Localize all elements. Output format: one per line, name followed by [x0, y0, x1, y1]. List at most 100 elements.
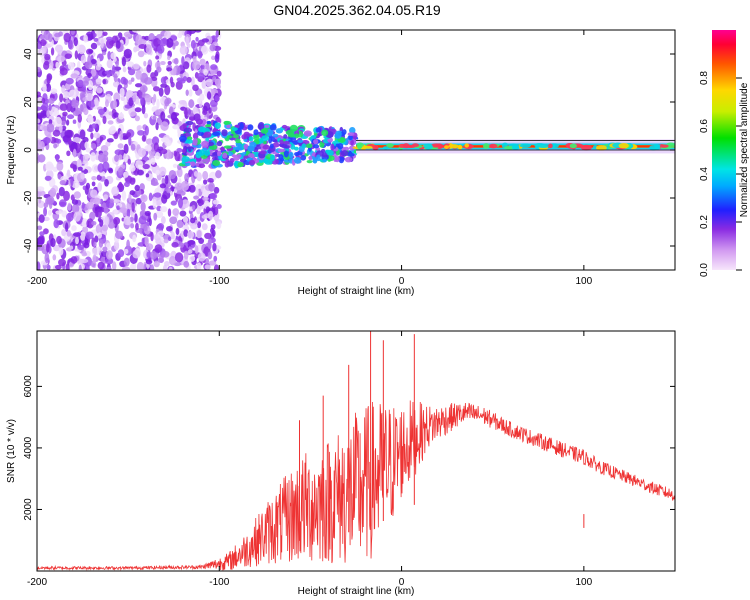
noise-cell: [44, 252, 50, 264]
noise-cell: [121, 266, 131, 270]
noise-cell: [48, 103, 52, 111]
y-tick-label: 2000: [23, 498, 34, 521]
noise-cell: [93, 33, 97, 38]
band-cell: [236, 146, 244, 151]
noise-cell: [195, 36, 199, 42]
noise-cell: [94, 30, 103, 38]
noise-cell: [164, 98, 170, 107]
band-cell: [216, 150, 222, 157]
noise-cell: [192, 84, 199, 92]
noise-cell: [65, 77, 74, 85]
band-cell: [279, 139, 284, 145]
band-cell: [306, 159, 313, 164]
noise-cell: [65, 119, 70, 126]
noise-cell: [140, 201, 146, 212]
noise-cell: [138, 39, 147, 45]
noise-cell: [109, 198, 114, 203]
noise-cell: [139, 210, 145, 216]
noise-cell: [142, 87, 146, 97]
band-cell: [181, 156, 190, 163]
noise-cell: [148, 192, 153, 202]
noise-cell: [77, 113, 83, 123]
noise-cell: [199, 93, 205, 102]
noise-cell: [118, 112, 125, 120]
noise-cell: [140, 194, 148, 203]
noise-cell: [91, 220, 97, 226]
noise-cell: [149, 250, 157, 260]
band-cell: [229, 157, 235, 163]
noise-cell: [204, 232, 212, 240]
noise-cell: [207, 210, 214, 220]
ridge-cell: [386, 143, 394, 148]
band-cell: [243, 131, 250, 137]
noise-cell: [112, 198, 120, 204]
noise-cell: [121, 56, 127, 67]
noise-cell: [123, 152, 129, 163]
band-cell: [212, 151, 219, 156]
noise-cell: [152, 86, 160, 92]
noise-cell: [130, 77, 135, 82]
y-tick-label: -40: [23, 238, 34, 253]
noise-cell: [88, 99, 96, 108]
noise-cell: [99, 219, 104, 227]
noise-cell: [183, 229, 189, 237]
ridge-cell: [423, 143, 433, 150]
band-cell: [278, 154, 284, 160]
noise-cell: [108, 168, 114, 174]
band-cell: [253, 134, 260, 141]
noise-cell: [113, 99, 117, 109]
band-cell: [283, 150, 289, 158]
noise-cell: [143, 112, 149, 119]
ridge-cell: [511, 145, 520, 150]
x-tick-label: 0: [399, 577, 405, 588]
noise-cell: [153, 192, 162, 198]
noise-cell: [135, 222, 139, 231]
noise-cell: [160, 61, 166, 66]
noise-cell: [76, 159, 82, 168]
noise-cell: [157, 257, 165, 263]
band-cell: [202, 158, 211, 163]
noise-cell: [148, 217, 152, 227]
noise-cell: [50, 47, 55, 56]
noise-cell: [160, 83, 168, 88]
noise-cell: [126, 132, 132, 138]
band-cell: [214, 122, 221, 129]
band-cell: [272, 142, 280, 148]
noise-cell: [111, 64, 116, 75]
noise-cell: [79, 258, 89, 264]
noise-cell: [117, 249, 125, 258]
noise-cell: [93, 241, 97, 248]
noise-cell: [42, 83, 47, 93]
band-cell: [186, 136, 193, 141]
noise-cell: [82, 185, 87, 191]
band-cell: [350, 139, 354, 146]
noise-cell: [106, 266, 112, 270]
noise-cell: [37, 235, 45, 246]
noise-cell: [43, 43, 47, 54]
noise-cell: [59, 180, 67, 186]
noise-cell: [56, 192, 60, 200]
noise-cell: [83, 107, 89, 116]
noise-cell: [170, 231, 175, 240]
band-cell: [226, 124, 231, 129]
noise-cell: [83, 34, 88, 43]
noise-cell: [134, 83, 143, 88]
noise-cell: [203, 102, 211, 112]
noise-cell: [70, 141, 78, 152]
band-cell: [288, 151, 294, 159]
noise-cell: [93, 85, 97, 92]
noise-cell: [55, 154, 59, 162]
band-cell: [334, 156, 340, 163]
noise-cell: [127, 91, 134, 97]
band-cell: [183, 127, 193, 133]
band-cell: [293, 146, 299, 151]
band-cell: [335, 143, 340, 148]
colorbar-label: Normalized spectral amplitude: [739, 82, 750, 217]
noise-cell: [86, 218, 94, 229]
noise-cell: [191, 204, 196, 211]
noise-cell: [162, 264, 168, 270]
band-cell: [327, 155, 335, 162]
noise-cell: [113, 217, 121, 225]
band-cell: [313, 139, 319, 145]
band-cell: [186, 120, 194, 126]
